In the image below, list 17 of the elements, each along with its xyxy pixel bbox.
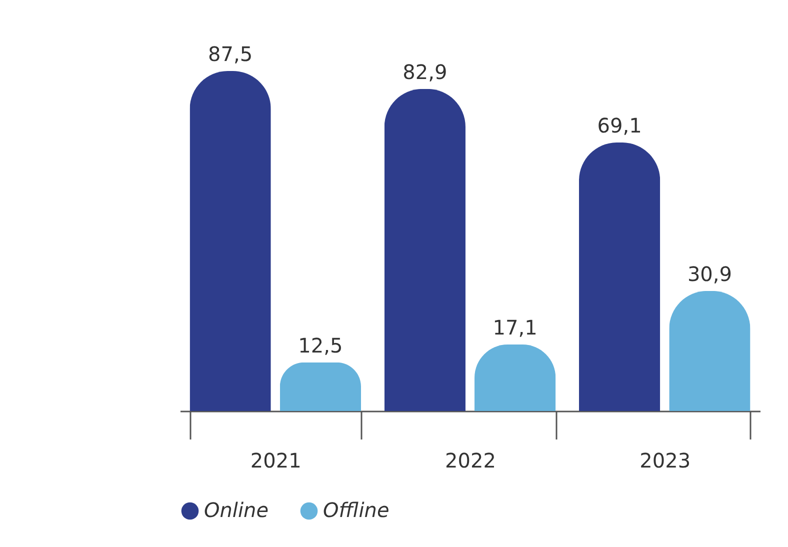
data-label: 30,9 bbox=[687, 262, 732, 286]
bar bbox=[474, 344, 556, 411]
data-label: 12,5 bbox=[298, 333, 343, 358]
bar bbox=[578, 142, 660, 411]
bar bbox=[384, 88, 466, 411]
bar bbox=[280, 362, 362, 411]
bar bbox=[669, 290, 750, 411]
data-label: 87,5 bbox=[208, 42, 253, 66]
legend-label: Online bbox=[204, 498, 269, 522]
x-tick-label: 2022 bbox=[445, 448, 496, 472]
legend-label: Offline bbox=[323, 498, 390, 522]
bar bbox=[190, 71, 271, 411]
data-label: 17,1 bbox=[492, 316, 538, 340]
x-tick-label: 2023 bbox=[640, 448, 691, 472]
data-label: 69,1 bbox=[597, 113, 642, 138]
x-tick-label: 2021 bbox=[250, 448, 302, 472]
data-label: 82,9 bbox=[402, 60, 448, 84]
